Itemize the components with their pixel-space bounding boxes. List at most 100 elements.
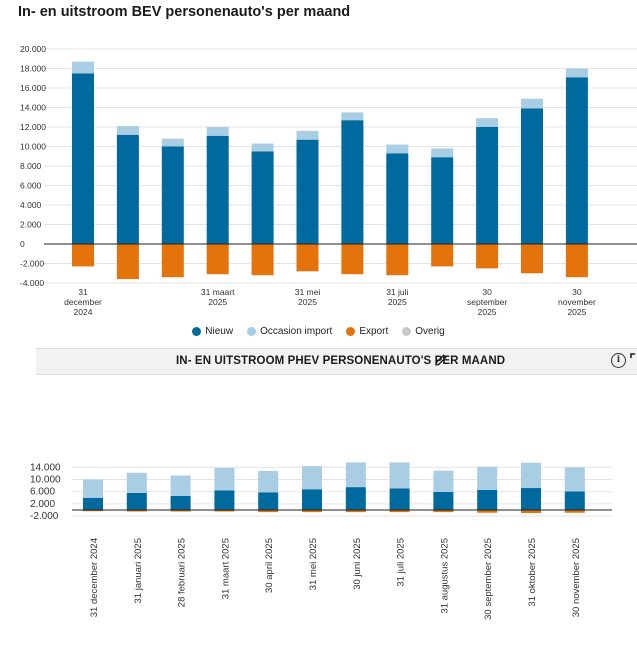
bar-nieuw-30-september-2025: [476, 127, 499, 244]
bar-nieuw-30-april-2025: [251, 151, 274, 244]
x-tick-label: 28 februari 2025: [177, 538, 188, 607]
x-tick-label-line: 2025: [298, 297, 317, 307]
bar-nieuw-31-december-2024: [83, 497, 103, 510]
x-tick-label-line: 30: [482, 287, 492, 297]
bar-export-31-mei-2025: [296, 244, 319, 272]
y-tick-label: 12.000: [20, 122, 46, 132]
legend-item-nieuw[interactable]: Nieuw: [192, 326, 233, 337]
x-tick-label: 31 juli 2025: [386, 287, 408, 307]
x-tick-label: 31 mei 2025: [308, 538, 319, 590]
bar-export-31-augustus-2025: [433, 510, 454, 513]
legend-marker-export: [346, 326, 356, 336]
x-tick-label: 30 september 2025: [467, 287, 507, 317]
y-tick-label: 10.000: [20, 142, 46, 152]
bar-export-31-mei-2025: [302, 510, 322, 513]
bar-occasion-import-30-april-2025: [251, 143, 274, 152]
y-tick-label: -2.000: [20, 259, 44, 269]
y-tick-label: 6.000: [20, 181, 42, 191]
x-tick-label: 31 mei 2025: [295, 287, 321, 307]
bar-nieuw-31-augustus-2025: [433, 492, 454, 510]
bar-export-31-december-2024: [72, 244, 94, 267]
bar-nieuw-31-januari-2025: [116, 134, 139, 244]
bar-export-30-juni-2025: [341, 244, 364, 275]
y-tick-label: 16.000: [20, 83, 46, 93]
x-tick-label-line: 2025: [478, 307, 497, 317]
phev-chart-title: IN- EN UITSTROOM PHEV PERSONENAUTO'S PER…: [176, 355, 506, 367]
x-tick-label-line: 2025: [567, 307, 586, 317]
x-tick-label: 31 december 2024: [64, 287, 102, 317]
bar-occasion-import-31-juli-2025: [386, 144, 409, 154]
bev-chart: -4.000 -2.000 0 2.000 4.000 6.000 8.000 10.000 1…: [20, 44, 637, 317]
x-tick-label: 30 november 2025: [558, 287, 596, 317]
x-tick-label-line: november: [558, 297, 596, 307]
bar-occasion-import-30-november-2025: [564, 467, 585, 492]
y-tick-label: 2.000: [30, 499, 55, 510]
legend-label-nieuw: Nieuw: [205, 325, 234, 337]
bar-export-30-juni-2025: [345, 510, 366, 513]
y-tick-label: -2.000: [30, 511, 59, 522]
x-tick-label: 31 oktober 2025: [527, 538, 538, 607]
bar-occasion-import-28-februari-2025: [170, 475, 191, 496]
bar-export-31-december-2024: [83, 510, 103, 512]
bar-nieuw-31-oktober-2025: [521, 488, 541, 510]
x-tick-label-line: 31 juli: [386, 287, 408, 297]
bar-export-31-januari-2025: [116, 244, 139, 280]
legend-item-export[interactable]: Export: [346, 326, 388, 337]
y-tick-label: 14.000: [20, 103, 46, 113]
legend-item-occasion-import[interactable]: Occasion import: [247, 326, 332, 337]
x-tick-label: 30 juni 2025: [352, 538, 363, 590]
bar-export-31-januari-2025: [126, 510, 147, 512]
x-tick-label-line: 2025: [208, 297, 227, 307]
bar-nieuw-31-juli-2025: [386, 153, 409, 244]
bar-export-28-februari-2025: [170, 510, 191, 512]
expand-icon[interactable]: [630, 353, 637, 367]
y-tick-label: 10.000: [30, 475, 61, 486]
bar-occasion-import-30-juni-2025: [341, 112, 364, 121]
legend-marker-nieuw: [192, 326, 202, 336]
y-tick-label: 18.000: [20, 64, 46, 74]
x-tick-label: 31 januari 2025: [133, 538, 144, 604]
y-tick-label: -4.000: [20, 278, 44, 288]
y-tick-label: 4.000: [20, 200, 42, 210]
bar-nieuw-30-april-2025: [258, 492, 279, 510]
x-tick-label-line: 30: [572, 287, 582, 297]
bar-nieuw-30-november-2025: [564, 491, 585, 510]
x-tick-label-line: december: [64, 297, 102, 307]
info-icon[interactable]: i: [611, 353, 626, 368]
bar-nieuw-30-november-2025: [565, 77, 588, 245]
pencil-icon[interactable]: [434, 353, 448, 367]
x-tick-label: 30 april 2025: [264, 538, 275, 593]
bar-export-31-juli-2025: [386, 244, 409, 276]
x-tick-label: 31 maart 2025: [220, 538, 231, 599]
bar-nieuw-31-mei-2025: [296, 139, 319, 244]
x-tick-label-line: 31: [78, 287, 88, 297]
bar-nieuw-30-juni-2025: [341, 120, 364, 244]
bar-export-30-september-2025: [476, 244, 499, 269]
bar-occasion-import-31-december-2024: [72, 61, 94, 74]
bar-occasion-import-31-januari-2025: [126, 472, 147, 493]
bar-export-30-september-2025: [477, 510, 498, 513]
bar-nieuw-31-juli-2025: [389, 488, 410, 510]
bar-export-31-oktober-2025: [521, 244, 543, 274]
phev-chart-header: IN- EN UITSTROOM PHEV PERSONENAUTO'S PER…: [36, 348, 637, 375]
y-tick-label: 8.000: [20, 161, 42, 171]
bar-nieuw-31-augustus-2025: [431, 157, 454, 244]
legend-label-occasion-import: Occasion import: [260, 325, 333, 337]
bar-nieuw-31-januari-2025: [126, 492, 147, 510]
bar-export-30-april-2025: [258, 510, 279, 513]
bar-occasion-import-31-januari-2025: [116, 126, 139, 135]
bar-export-31-maart-2025: [214, 510, 235, 512]
bev-legend: Nieuw Occasion import Export Overig: [0, 322, 637, 340]
y-tick-label: 14.000: [30, 462, 61, 473]
bar-nieuw-28-februari-2025: [161, 146, 184, 244]
legend-marker-occasion-import: [247, 326, 257, 336]
bar-occasion-import-30-juni-2025: [345, 462, 366, 488]
legend-label-overig: Overig: [415, 325, 445, 337]
legend-label-export: Export: [359, 325, 389, 337]
y-tick-label: 2.000: [20, 220, 42, 230]
bar-export-31-maart-2025: [206, 244, 229, 275]
bar-nieuw-30-september-2025: [477, 489, 498, 510]
x-tick-label: 31 juli 2025: [396, 538, 407, 587]
legend-item-overig[interactable]: Overig: [402, 325, 445, 337]
